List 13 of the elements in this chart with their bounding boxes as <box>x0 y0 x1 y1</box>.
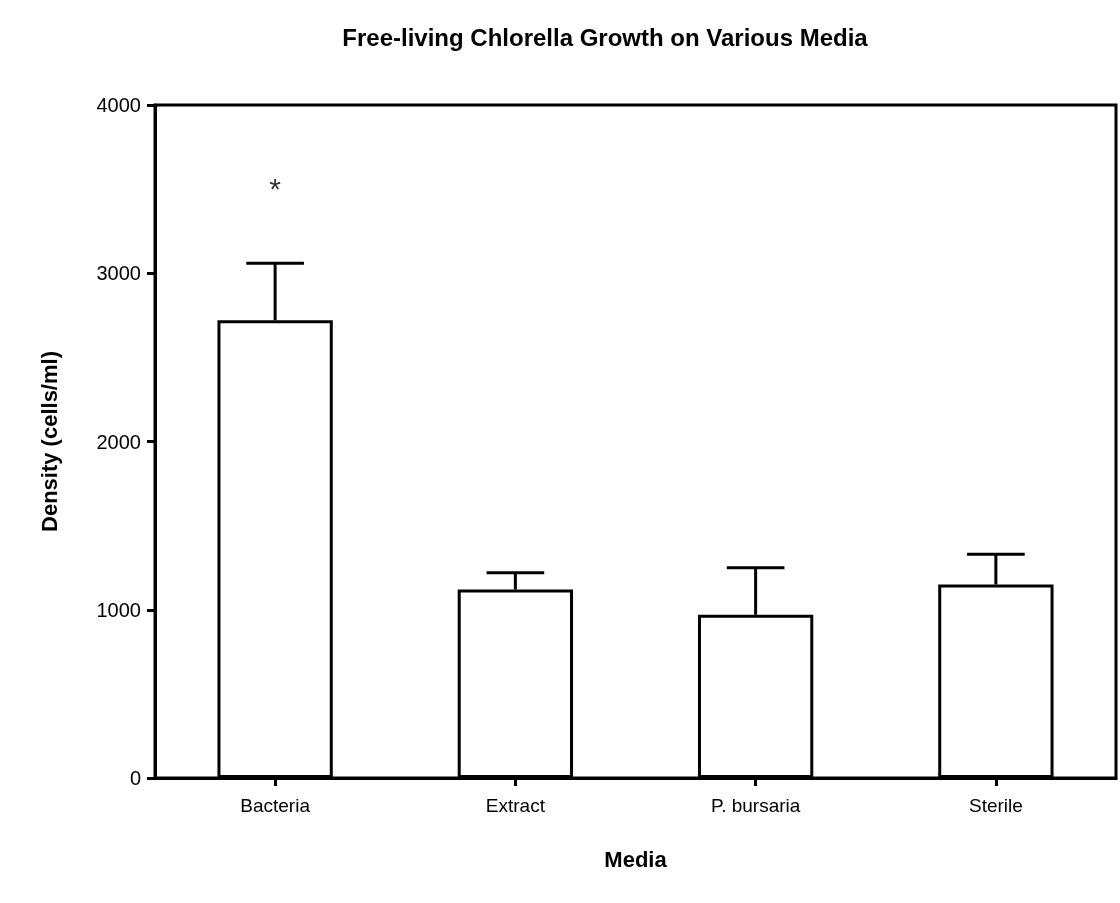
y-axis-title: Density (cells/ml) <box>36 351 62 532</box>
x-tick-label: P. bursaria <box>710 795 801 816</box>
x-tick-label: Extract <box>485 795 546 816</box>
chart-title: Free-living Chlorella Growth on Various Media <box>342 23 869 51</box>
x-tick-label: Bacteria <box>240 795 311 816</box>
y-tick-label: 4000 <box>96 94 141 116</box>
y-tick-label: 3000 <box>96 262 141 285</box>
y-tick-label: 1000 <box>96 598 141 621</box>
annotation: * <box>269 171 282 205</box>
x-axis-title: Media <box>604 846 668 872</box>
y-tick-label: 2000 <box>96 430 141 453</box>
x-tick-label: Sterile <box>968 795 1023 816</box>
y-tick-label: 0 <box>129 767 141 789</box>
